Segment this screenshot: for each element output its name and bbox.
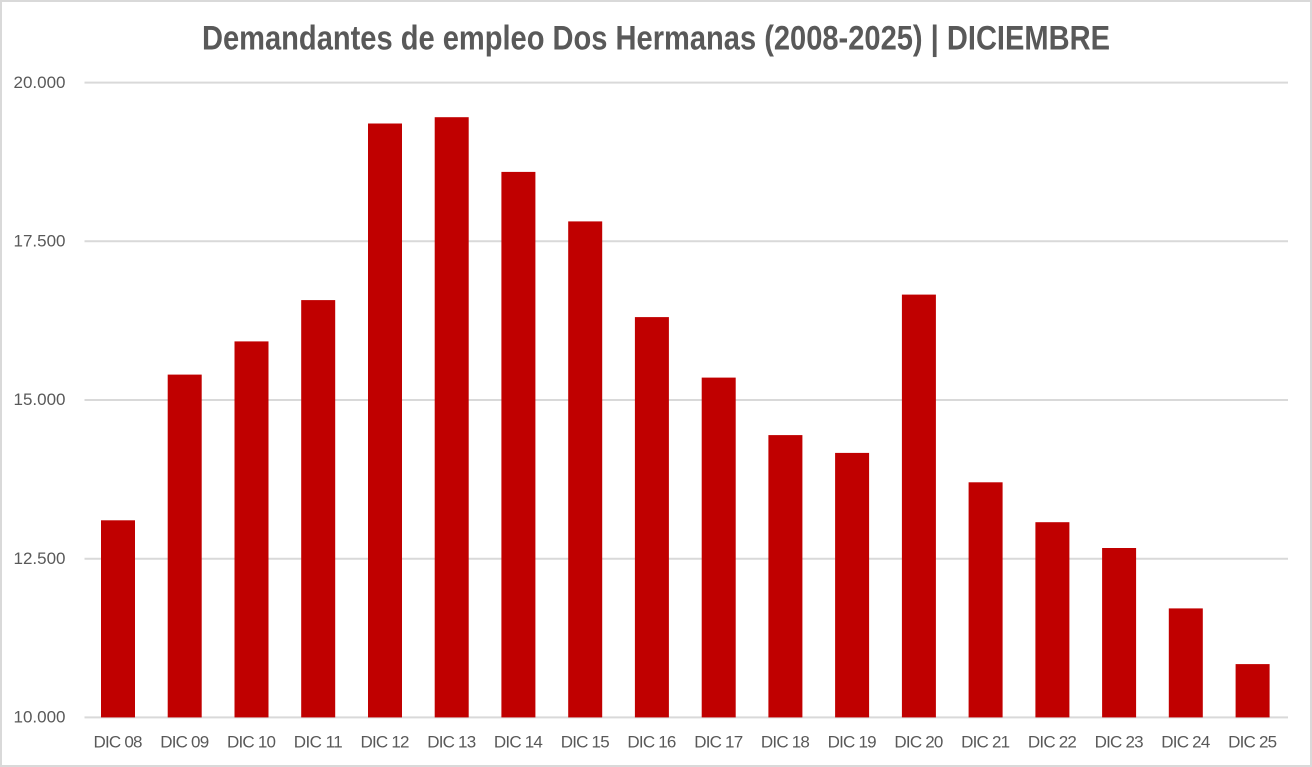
- svg-text:DIC 15: DIC 15: [561, 733, 610, 752]
- svg-text:12.500: 12.500: [14, 549, 66, 568]
- svg-text:DIC 19: DIC 19: [828, 733, 877, 752]
- svg-text:Demandantes de empleo Dos Herm: Demandantes de empleo Dos Hermanas (2008…: [202, 19, 1110, 57]
- svg-text:DIC 13: DIC 13: [427, 733, 476, 752]
- svg-text:DIC 18: DIC 18: [761, 733, 810, 752]
- svg-text:DIC 16: DIC 16: [627, 733, 676, 752]
- svg-text:DIC 11: DIC 11: [294, 733, 343, 752]
- svg-text:17.500: 17.500: [14, 232, 66, 251]
- svg-text:DIC 08: DIC 08: [94, 733, 143, 752]
- svg-text:DIC 22: DIC 22: [1028, 733, 1077, 752]
- svg-text:DIC 14: DIC 14: [494, 733, 543, 752]
- svg-text:DIC 25: DIC 25: [1228, 733, 1277, 752]
- svg-text:DIC 23: DIC 23: [1095, 733, 1144, 752]
- svg-text:20.000: 20.000: [14, 73, 66, 92]
- svg-text:DIC 17: DIC 17: [694, 733, 743, 752]
- svg-text:10.000: 10.000: [14, 708, 66, 727]
- svg-text:DIC 10: DIC 10: [227, 733, 276, 752]
- svg-text:DIC 20: DIC 20: [894, 733, 943, 752]
- svg-text:DIC 24: DIC 24: [1161, 733, 1210, 752]
- svg-text:DIC 12: DIC 12: [361, 733, 410, 752]
- svg-text:DIC 21: DIC 21: [961, 733, 1010, 752]
- svg-text:DIC 09: DIC 09: [160, 733, 209, 752]
- svg-text:15.000: 15.000: [14, 390, 66, 409]
